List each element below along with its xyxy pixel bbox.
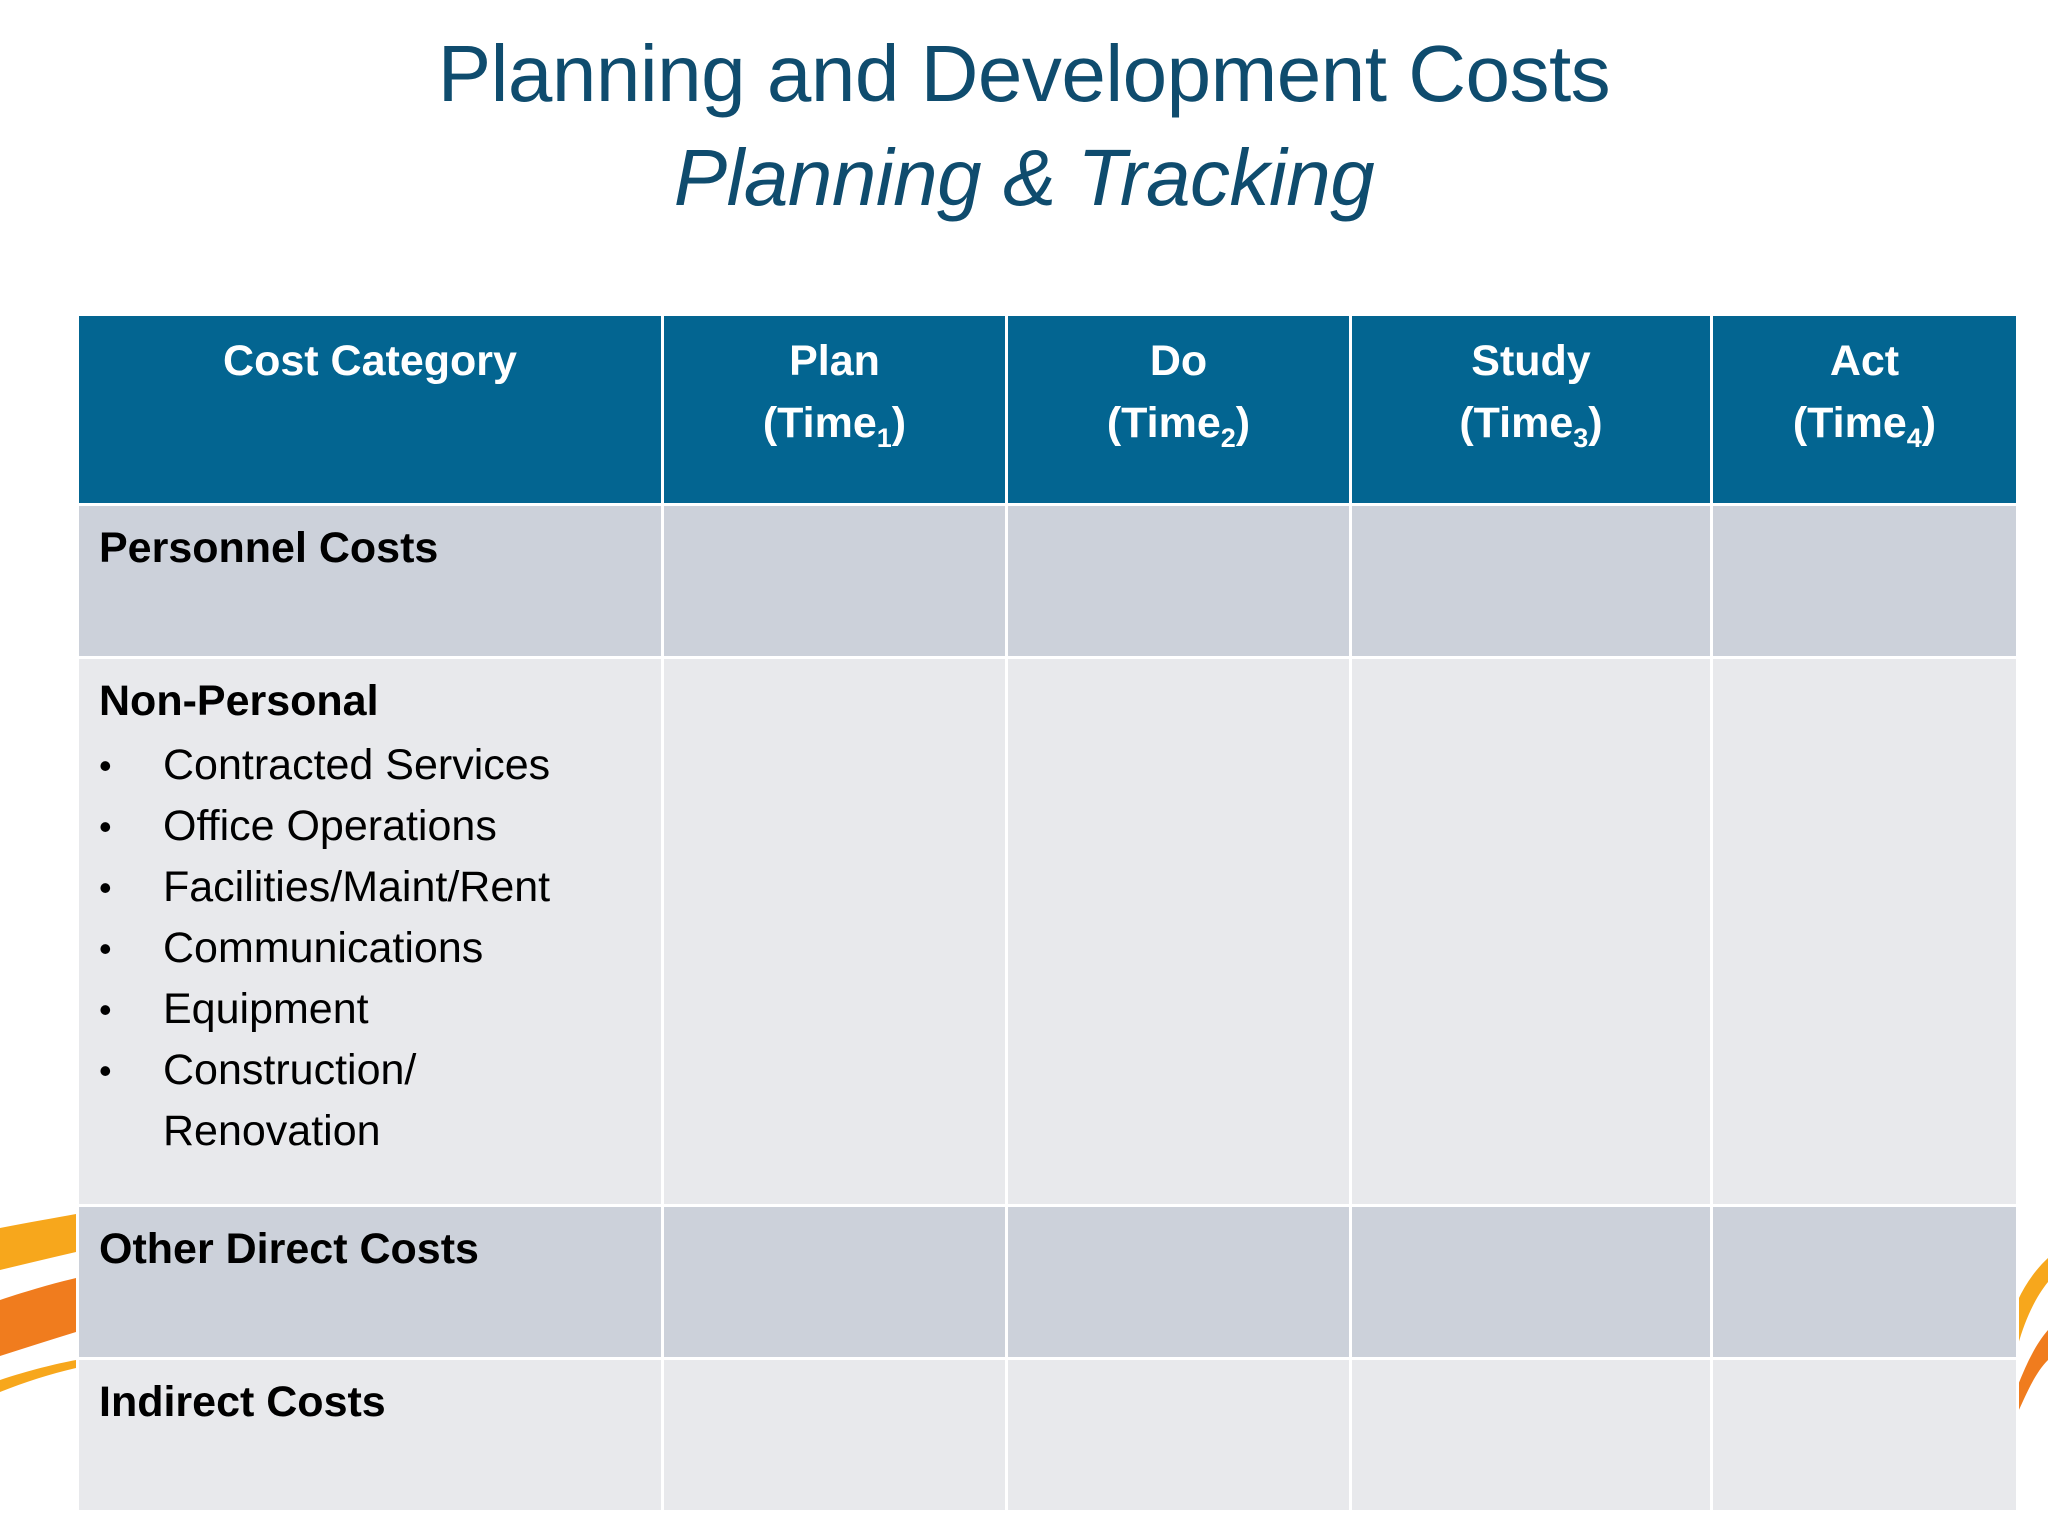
swoosh-left-orange (0, 1278, 76, 1356)
list-item-label: Office Operations (163, 802, 497, 850)
list-item-label: Contracted Services (163, 741, 551, 789)
table-row-indirect-costs: Indirect Costs (76, 1357, 2019, 1513)
swoosh-left-yellow (0, 1214, 76, 1270)
bullet-icon: • (99, 928, 112, 969)
list-item: • Office Operations (99, 796, 661, 857)
category-cell: Other Direct Costs (76, 1204, 664, 1360)
act-cell (1710, 503, 2019, 659)
study-cell (1349, 503, 1713, 659)
list-item: • Construction/ Renovation (99, 1040, 463, 1162)
header-label: Study (1471, 337, 1591, 385)
category-title: Other Direct Costs (99, 1225, 479, 1273)
table-row-personnel-costs: Personnel Costs (76, 503, 2019, 659)
plan-cell (661, 1357, 1008, 1513)
header-time-label: (Time (1459, 399, 1574, 447)
header-plan: Plan (Time1) (661, 313, 1008, 506)
bullet-icon: • (99, 745, 112, 786)
plan-cell (661, 656, 1008, 1207)
bullet-icon: • (99, 989, 112, 1030)
header-time-label: (Time (1106, 399, 1221, 447)
slide-title: Planning and Development Costs (437, 29, 1611, 118)
list-item: • Contracted Services (99, 735, 661, 796)
swoosh-right-yellow (2018, 1258, 2048, 1345)
category-title: Indirect Costs (99, 1378, 386, 1426)
table-row-other-direct-costs: Other Direct Costs (76, 1204, 2019, 1360)
list-item-label: Communications (163, 924, 484, 972)
list-item: • Equipment (99, 979, 661, 1040)
header-label: Plan (789, 337, 880, 385)
do-cell (1005, 1204, 1352, 1360)
header-label: Do (1149, 337, 1208, 385)
header-time-label: (Time (762, 399, 877, 447)
do-cell (1005, 503, 1352, 659)
header-time-close: ) (1921, 399, 1937, 447)
swoosh-left-thin (0, 1360, 76, 1392)
header-study: Study (Time3) (1349, 313, 1713, 506)
study-cell (1349, 1357, 1713, 1513)
category-cell: Personnel Costs (76, 503, 664, 659)
category-cell: Non-Personal • Contracted Services • Offic… (76, 656, 664, 1207)
act-cell (1710, 656, 2019, 1207)
act-cell (1710, 1204, 2019, 1360)
category-cell: Indirect Costs (76, 1357, 664, 1513)
list-item: • Communications (99, 918, 661, 979)
category-item-list: • Contracted Services • Office Operations … (99, 735, 661, 1162)
category-title: Non-Personal (99, 677, 379, 725)
category-title: Personnel Costs (99, 524, 439, 572)
bullet-icon: • (99, 806, 112, 847)
study-cell (1349, 656, 1713, 1207)
header-time-close: ) (891, 399, 907, 447)
table-header-row: Cost Category Plan (Time1) Do (Time2) St… (76, 313, 2019, 506)
act-cell (1710, 1357, 2019, 1513)
header-label: Cost Category (223, 337, 517, 385)
list-item-label: Equipment (163, 985, 369, 1033)
do-cell (1005, 656, 1352, 1207)
slide-subtitle: Planning & Tracking (673, 133, 1375, 222)
study-cell (1349, 1204, 1713, 1360)
header-do: Do (Time2) (1005, 313, 1352, 506)
bullet-icon: • (99, 867, 112, 908)
plan-cell (661, 1204, 1008, 1360)
header-time-subscript: 1 (876, 423, 892, 453)
slide-title-block: Planning and Development Costs Planning … (0, 22, 2048, 230)
header-time-subscript: 3 (1573, 423, 1589, 453)
table-row-non-personal: Non-Personal • Contracted Services • Offic… (76, 656, 2019, 1207)
list-item-label: Facilities/Maint/Rent (163, 863, 551, 911)
plan-cell (661, 503, 1008, 659)
header-time-close: ) (1235, 399, 1251, 447)
header-cost-category: Cost Category (76, 313, 664, 506)
bullet-icon: • (99, 1050, 112, 1091)
list-item: • Facilities/Maint/Rent (99, 857, 661, 918)
header-time-subscript: 4 (1906, 423, 1922, 453)
list-item-label: Construction/ Renovation (163, 1046, 417, 1155)
header-time-close: ) (1588, 399, 1603, 447)
swoosh-right-orange (2018, 1330, 2048, 1412)
header-label: Act (1829, 337, 1900, 385)
header-act: Act (Time4) (1710, 313, 2019, 506)
header-time-label: (Time (1792, 399, 1907, 447)
do-cell (1005, 1357, 1352, 1513)
header-time-subscript: 2 (1220, 423, 1236, 453)
cost-table: Cost Category Plan (Time1) Do (Time2) St… (76, 313, 2019, 1513)
